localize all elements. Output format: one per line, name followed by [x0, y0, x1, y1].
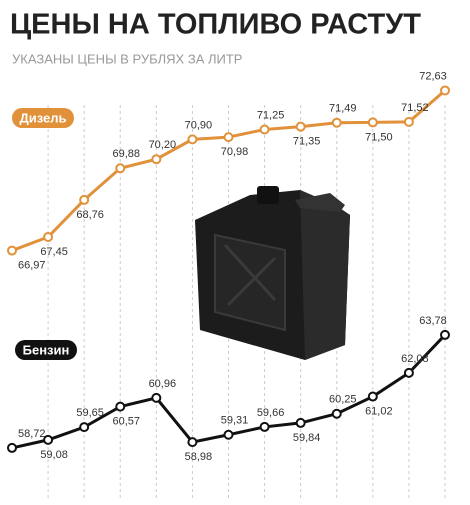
value-label: 71,52: [401, 102, 429, 114]
point: [151, 154, 162, 165]
legend-label: Дизель: [19, 110, 66, 125]
value-label: 61,02: [365, 405, 393, 417]
value-label: 58,98: [185, 451, 213, 463]
value-label: 69,88: [112, 148, 140, 160]
point: [367, 391, 378, 402]
value-label: 70,98: [221, 146, 249, 158]
value-label: 70,90: [185, 119, 213, 131]
value-label: 71,49: [329, 103, 357, 115]
legend-pill: [15, 340, 77, 360]
value-label: 71,25: [257, 109, 285, 121]
legend-label: Бензин: [23, 342, 70, 357]
legend-pill: [12, 108, 74, 128]
point: [115, 401, 126, 412]
point: [295, 121, 306, 132]
value-label: 68,76: [76, 209, 104, 221]
point: [43, 434, 54, 445]
value-label: 71,35: [293, 136, 321, 148]
value-label: 67,45: [40, 246, 68, 258]
value-label: 70,20: [149, 139, 177, 151]
value-label: 60,96: [149, 378, 177, 390]
point: [7, 245, 17, 256]
value-label: 60,25: [329, 394, 357, 406]
point: [403, 367, 414, 378]
point: [295, 417, 306, 428]
point: [223, 429, 234, 440]
value-label: 59,31: [221, 415, 249, 427]
point: [331, 117, 342, 128]
point: [7, 442, 17, 453]
point: [440, 329, 450, 340]
value-label: 71,50: [365, 131, 393, 143]
point: [79, 422, 90, 433]
point: [79, 194, 90, 205]
canister: [195, 186, 350, 360]
point: [151, 392, 162, 403]
value-label: 59,08: [40, 449, 68, 461]
subtitle: УКАЗАНЫ ЦЕНЫ В РУБЛЯХ ЗА ЛИТР: [12, 51, 242, 66]
value-label: 66,97: [18, 259, 46, 271]
point: [331, 408, 342, 419]
value-label: 62,08: [401, 353, 429, 365]
value-label: 58,72: [18, 428, 46, 440]
point: [403, 116, 414, 127]
point: [367, 117, 378, 128]
point: [115, 163, 126, 174]
value-label: 59,66: [257, 407, 285, 419]
point: [187, 437, 198, 448]
title: ЦЕНЫ НА ТОПЛИВО РАСТУТ: [10, 9, 421, 41]
point: [187, 134, 198, 145]
point: [43, 231, 54, 242]
point: [259, 124, 270, 135]
point: [440, 85, 450, 96]
value-label: 59,84: [293, 432, 321, 444]
value-label: 60,57: [112, 416, 140, 428]
point: [259, 421, 270, 432]
value-label: 59,65: [76, 407, 104, 419]
value-label: 72,63: [419, 70, 447, 82]
value-label: 63,78: [419, 315, 447, 327]
point: [223, 132, 234, 143]
